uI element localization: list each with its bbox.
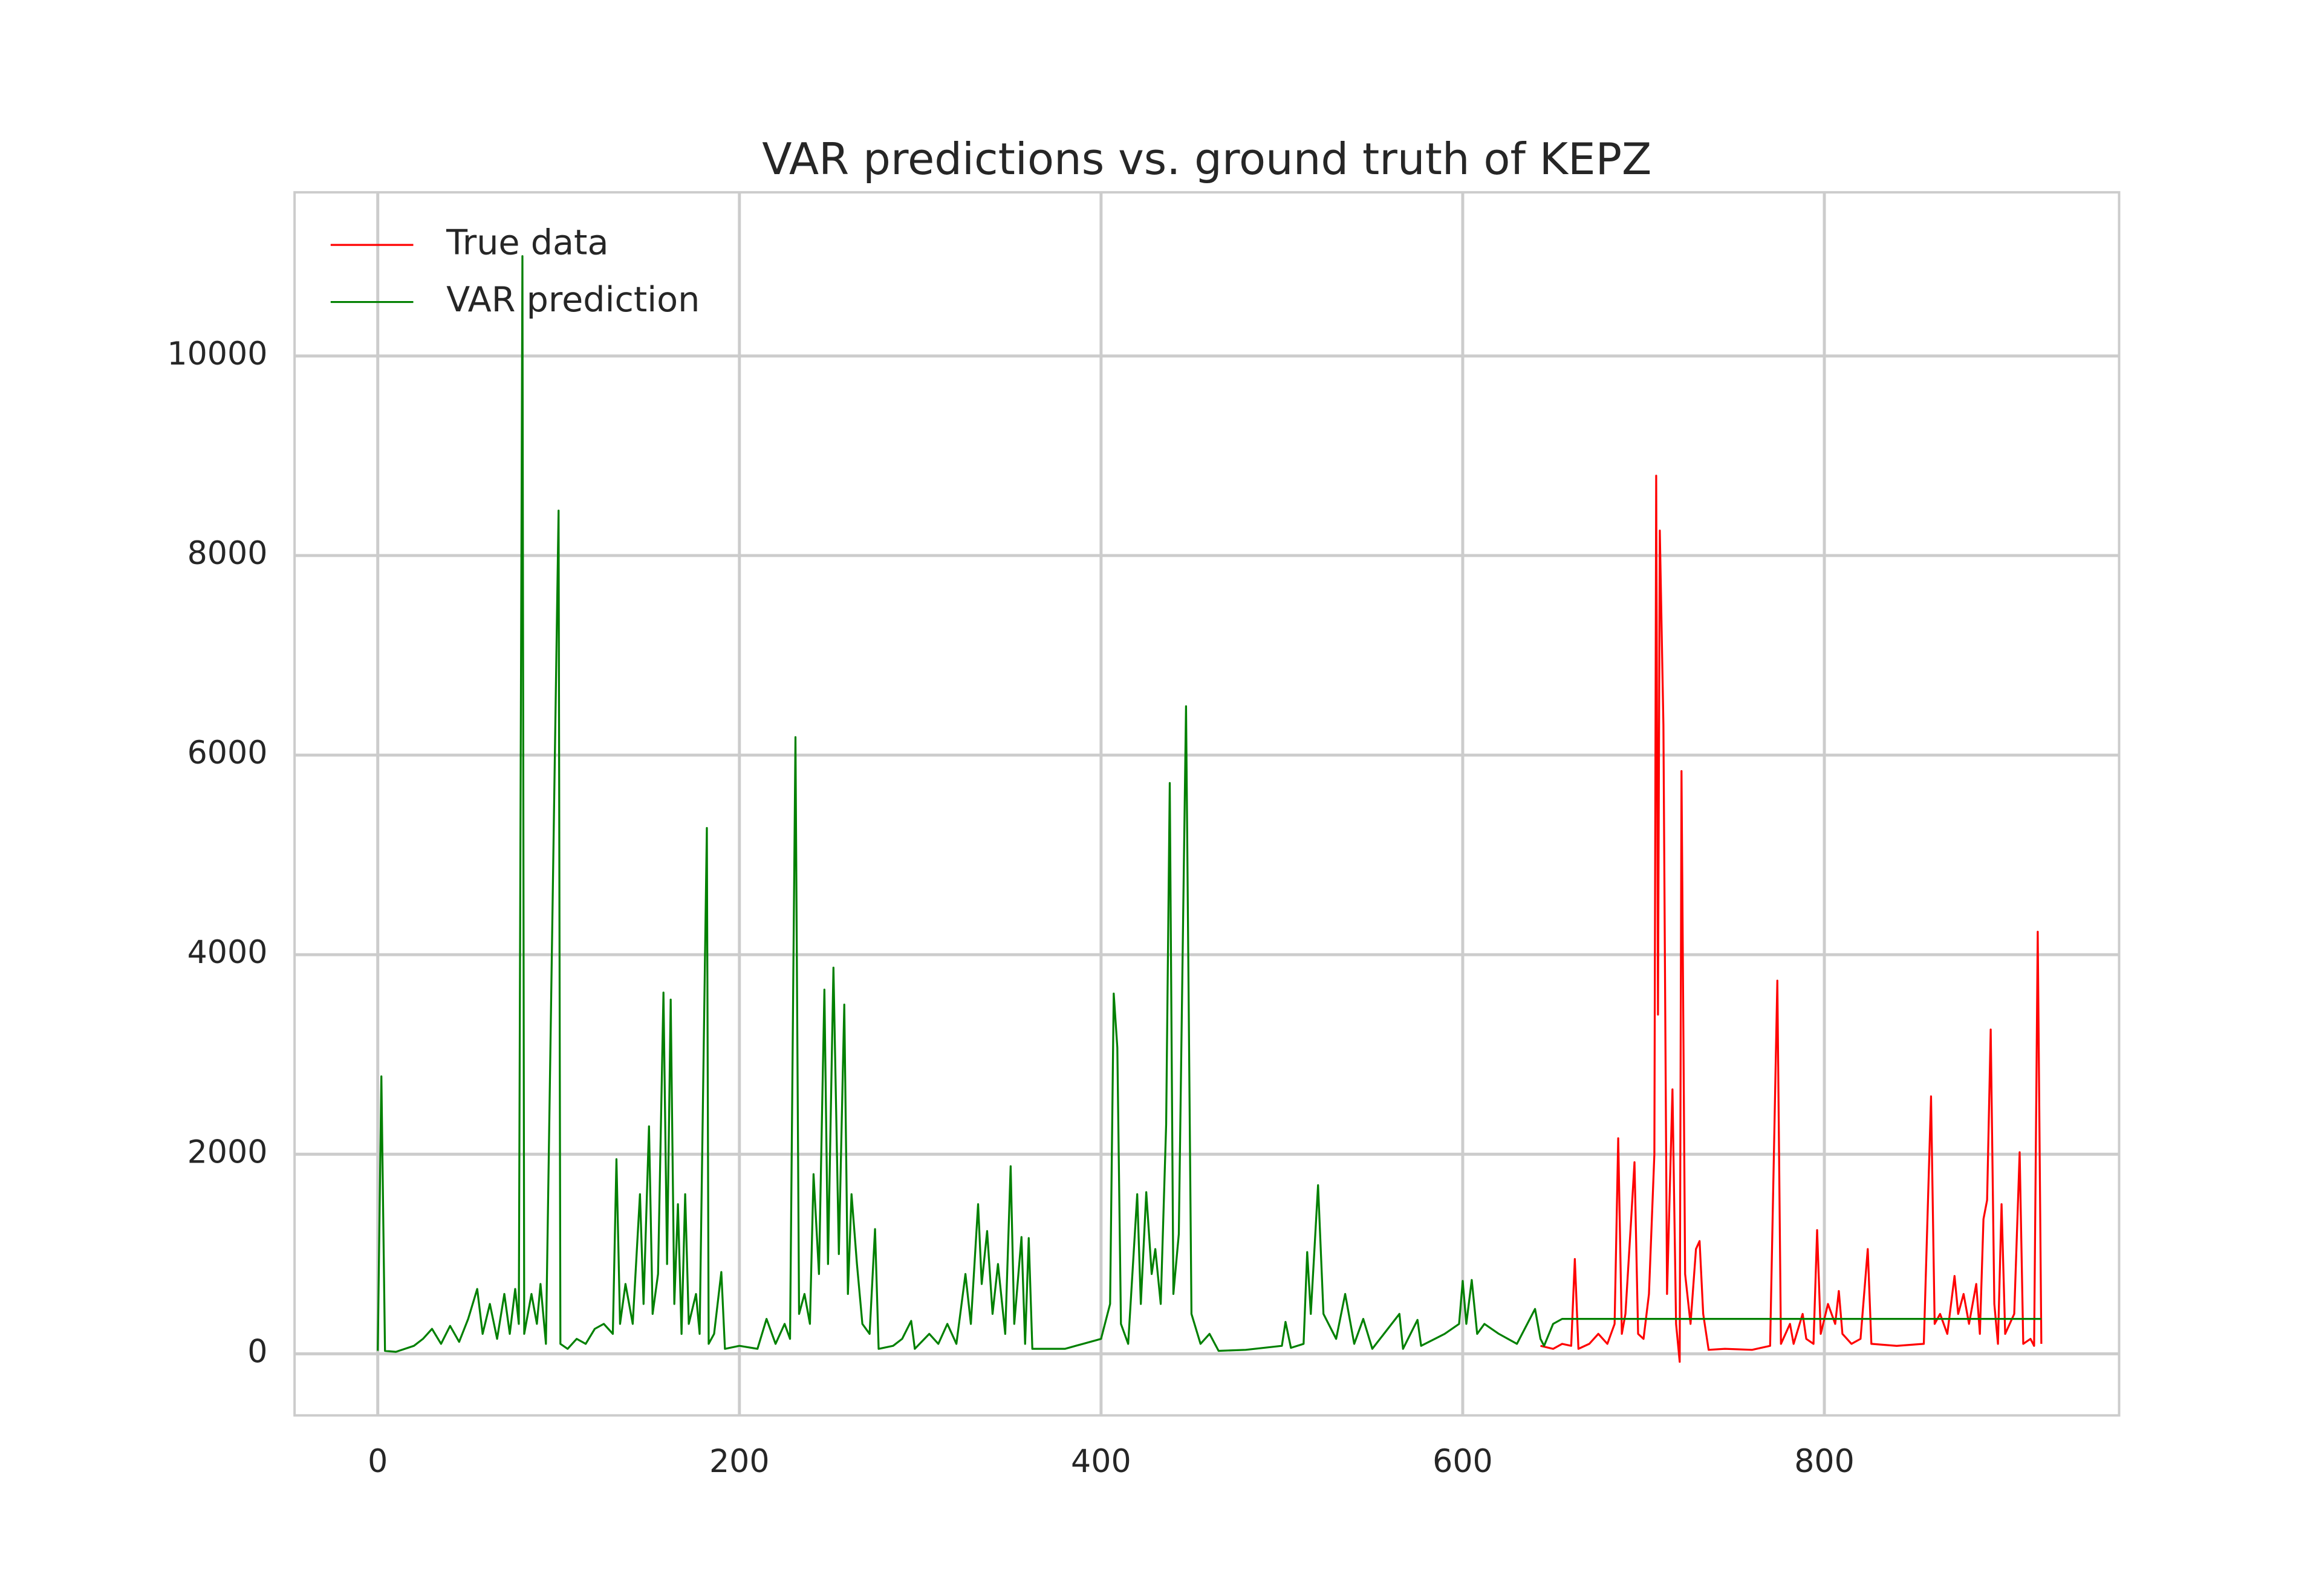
series-line [1540,475,2043,1363]
chart-title: VAR predictions vs. ground truth of KEPZ [762,134,1651,184]
x-tick-label: 200 [709,1444,770,1480]
x-tick-label: 600 [1433,1444,1493,1480]
x-tick-label: 0 [368,1444,388,1480]
legend-label: VAR prediction [446,280,700,320]
y-tick-label: 4000 [187,935,268,971]
series-line [377,255,2041,1353]
y-tick-label: 0 [247,1334,267,1370]
y-tick-label: 10000 [167,336,267,372]
legend-label: True data [446,223,608,263]
x-tick-label: 800 [1794,1444,1855,1480]
axes-frame [293,191,2121,1417]
y-tick-label: 8000 [187,536,268,572]
y-tick-label: 2000 [187,1134,268,1170]
x-tick-label: 400 [1071,1444,1131,1480]
y-tick-label: 6000 [187,735,268,771]
